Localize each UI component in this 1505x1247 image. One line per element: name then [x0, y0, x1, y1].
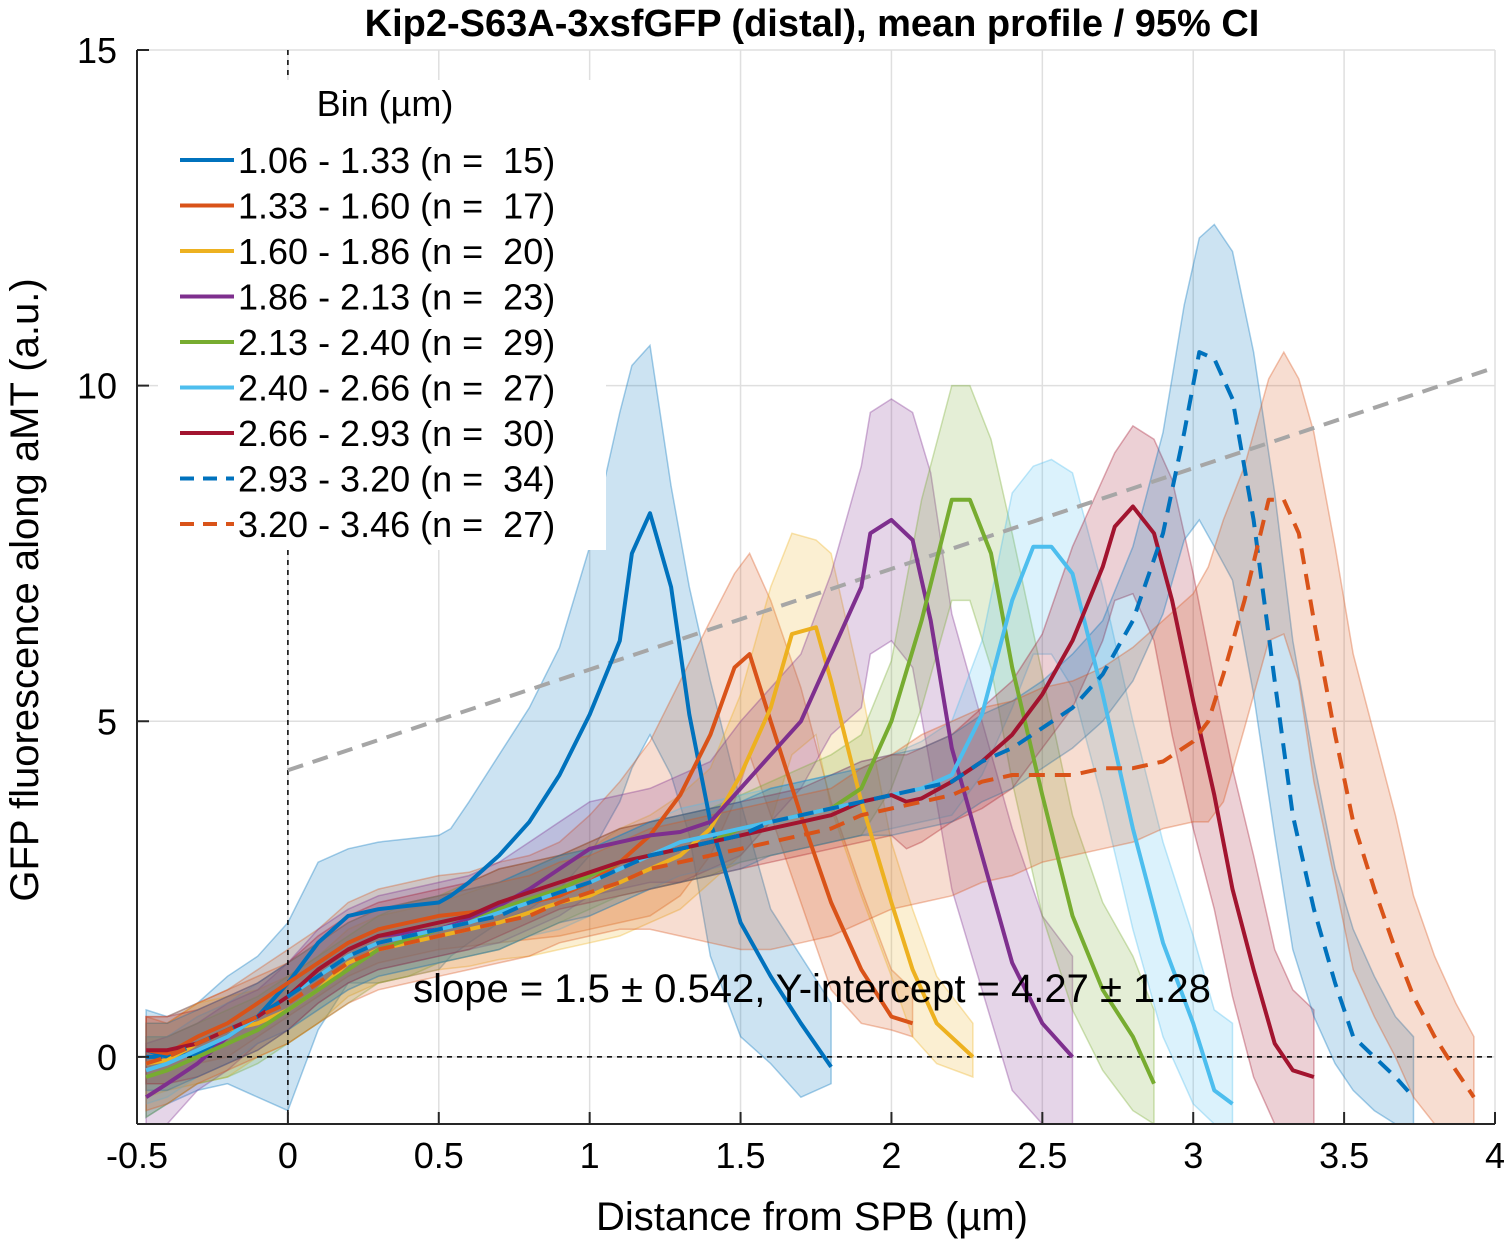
legend-entry-label: 2.66 - 2.93 (n = 30)	[238, 413, 555, 454]
legend-entry-label: 2.93 - 3.20 (n = 34)	[238, 459, 555, 500]
tick-labels: -0.5 0 0.5 1 1.5 2 2.5 3 3.5 4 0 5 10 15	[77, 30, 1505, 1176]
axes	[136, 49, 1496, 1125]
x-tick-label: 4	[1485, 1135, 1505, 1176]
fit-annotation: slope = 1.5 ± 0.542, Y-intercept = 4.27 …	[413, 967, 1211, 1011]
legend-entry-label: 2.40 - 2.66 (n = 27)	[238, 368, 555, 409]
y-tick-label: 5	[97, 701, 117, 742]
x-tick-label: 0	[278, 1135, 298, 1176]
x-tick-label: 1	[580, 1135, 600, 1176]
legend-entry-label: 2.13 - 2.40 (n = 29)	[238, 322, 555, 363]
x-axis-label: Distance from SPB (µm)	[596, 1195, 1028, 1239]
mean-profile-line	[146, 504, 1315, 1079]
x-tick-label: 2.5	[1017, 1135, 1067, 1176]
ci-band	[145, 350, 1475, 1124]
mean-profile-line	[145, 511, 833, 1069]
x-tick-label: 0.5	[414, 1135, 464, 1176]
legend-entry-label: 3.20 - 3.46 (n = 27)	[238, 504, 555, 545]
legend-title: Bin (µm)	[317, 83, 454, 124]
mean-profile-line	[145, 497, 1476, 1099]
y-tick-label: 0	[97, 1037, 117, 1078]
ci-band	[145, 343, 832, 1119]
y-tick-label: 10	[77, 366, 117, 407]
mean-profile-line	[145, 544, 1234, 1106]
legend-entry-label: 1.86 - 2.13 (n = 23)	[238, 277, 555, 318]
y-axis-label: GFP fluorescence along aMT (a.u.)	[3, 278, 47, 901]
legend-entry-label: 1.33 - 1.60 (n = 17)	[238, 186, 555, 227]
x-tick-label: 3.5	[1319, 1135, 1369, 1176]
reference-lines	[137, 50, 1495, 1124]
legend: Bin (µm) 1.06 - 1.33 (n = 15) 1.33 - 1.60 …	[158, 80, 606, 550]
y-tick-label: 15	[77, 30, 117, 71]
x-tick-label: -0.5	[106, 1135, 168, 1176]
x-tick-label: 3	[1183, 1135, 1203, 1176]
legend-entry-label: 1.06 - 1.33 (n = 15)	[238, 140, 555, 181]
mean-profile-lines	[145, 350, 1476, 1106]
ci-band	[145, 458, 1234, 1124]
ci-band	[145, 223, 1415, 1124]
ci-band	[145, 424, 1315, 1124]
legend-entry-label: 1.60 - 1.86 (n = 20)	[238, 231, 555, 272]
fit-line	[287, 365, 1495, 773]
x-tick-label: 2	[881, 1135, 901, 1176]
chart-title: Kip2-S63A-3xsfGFP (distal), mean profile…	[365, 3, 1260, 45]
fit-line-group	[287, 365, 1495, 773]
x-tick-label: 1.5	[716, 1135, 766, 1176]
